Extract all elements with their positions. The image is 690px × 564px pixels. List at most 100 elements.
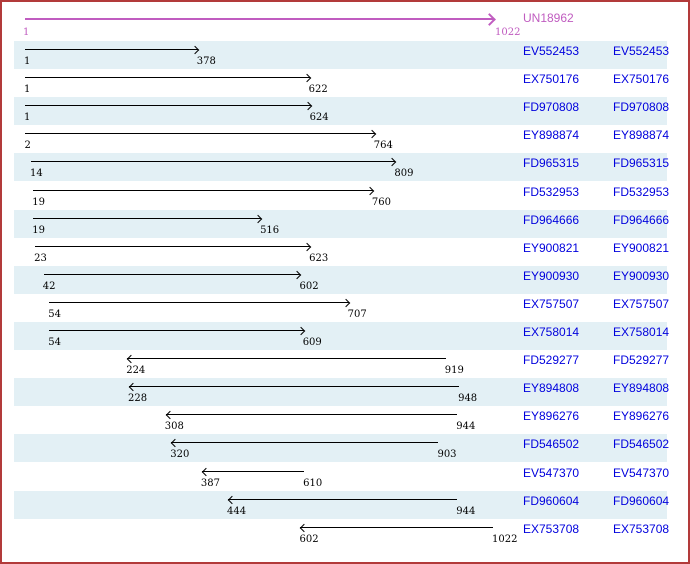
read-alignment-arrow[interactable]: [300, 526, 493, 528]
read-row: 320 903 FD546502 FD546502: [2, 434, 688, 463]
read-start-coordinate: 2: [24, 140, 31, 152]
read-accession-link[interactable]: EY898874: [613, 128, 670, 143]
read-accession-link[interactable]: FD964666: [613, 212, 670, 227]
read-start-coordinate: 602: [299, 533, 319, 545]
read-accession-link[interactable]: FD546502: [613, 437, 670, 452]
read-accession-link[interactable]: EX753708: [523, 521, 580, 536]
read-accession-link[interactable]: EX758014: [523, 325, 580, 339]
read-alignment-arrow[interactable]: [165, 414, 458, 416]
read-accession-link[interactable]: EX758014: [613, 325, 670, 339]
read-accession-link[interactable]: EY896276: [523, 409, 580, 424]
read-row: 387 610 EV547370 EV547370: [2, 463, 688, 491]
read-alignment-arrow[interactable]: [25, 133, 375, 135]
read-end-coordinate: 944: [456, 421, 476, 433]
read-row: 54 707 EX757507 EX757507: [2, 294, 688, 322]
read-accession-link[interactable]: EY900821: [523, 240, 580, 255]
read-end-coordinate: 948: [458, 393, 478, 405]
read-row: 1 624 FD970808 FD970808: [2, 97, 688, 126]
read-alignment-arrow[interactable]: [25, 77, 310, 79]
arrowhead-right-icon: [302, 73, 311, 83]
read-accession-link[interactable]: EV552453: [523, 44, 580, 58]
read-start-coordinate: 54: [48, 337, 62, 348]
read-accession-link[interactable]: FD970808: [613, 100, 670, 115]
read-accession-link[interactable]: EX757507: [613, 296, 670, 311]
read-row: 19 516 FD964666 FD964666: [2, 209, 688, 238]
arrowhead-left-icon: [165, 411, 174, 420]
read-row: 14 809 FD965315 FD965315: [2, 153, 688, 182]
read-alignment-arrow[interactable]: [129, 386, 460, 388]
read-accession-link[interactable]: EY900821: [613, 240, 670, 255]
read-row: 602 1022 EX753708 EX753708: [2, 519, 688, 547]
read-row: 2 764 EY898874 EY898874: [2, 125, 688, 153]
read-accession-link[interactable]: EV547370: [613, 465, 670, 480]
read-alignment-arrow[interactable]: [127, 358, 446, 360]
read-accession-link[interactable]: EY896276: [613, 409, 670, 424]
read-accession-link[interactable]: EX757507: [523, 296, 580, 311]
read-row: 224 919 FD529277 FD529277: [2, 350, 688, 378]
read-accession-link[interactable]: EY894808: [613, 381, 670, 396]
read-accession-link[interactable]: EX753708: [613, 521, 670, 536]
read-alignment-arrow[interactable]: [33, 189, 373, 191]
read-end-coordinate: 622: [308, 84, 328, 96]
read-alignment-arrow[interactable]: [30, 161, 396, 163]
read-end-coordinate: 602: [299, 280, 319, 292]
read-end-coordinate: 903: [437, 449, 457, 461]
reference-arrowhead-icon: [483, 13, 496, 26]
read-alignment-arrow[interactable]: [35, 245, 311, 247]
read-alignment-arrow[interactable]: [228, 498, 458, 500]
read-accession-link[interactable]: FD532953: [523, 184, 580, 199]
read-accession-link[interactable]: FD965315: [523, 156, 580, 171]
read-row: 444 944 FD960604 FD960604: [2, 490, 688, 519]
read-start-coordinate: 23: [34, 252, 47, 264]
read-accession-link[interactable]: EV547370: [523, 465, 580, 480]
read-end-coordinate: 609: [302, 337, 322, 348]
read-end-coordinate: 764: [373, 140, 393, 152]
read-accession-link[interactable]: EV552453: [613, 44, 670, 58]
read-start-coordinate: 228: [128, 393, 148, 405]
read-alignment-arrow[interactable]: [43, 273, 301, 275]
read-accession-link[interactable]: EY894808: [523, 381, 580, 396]
read-accession-link[interactable]: EX750176: [523, 72, 580, 87]
read-accession-link[interactable]: FD970808: [523, 100, 580, 115]
read-end-coordinate: 610: [303, 477, 323, 489]
read-accession-link[interactable]: FD529277: [613, 353, 670, 368]
reference-end-coordinate: 1022: [495, 27, 521, 38]
read-accession-link[interactable]: FD964666: [523, 212, 580, 227]
reference-arrow[interactable]: [25, 18, 493, 20]
read-alignment-arrow[interactable]: [25, 49, 198, 50]
row-stripe: [14, 209, 667, 238]
read-start-coordinate: 19: [32, 224, 45, 236]
read-start-coordinate: 14: [29, 168, 43, 180]
read-row: 1 622 EX750176 EX750176: [2, 69, 688, 97]
reference-row: 1 1022 UN18962: [2, 2, 688, 41]
read-end-coordinate: 516: [260, 224, 280, 236]
read-accession-link[interactable]: EY900930: [523, 268, 580, 283]
row-stripe: [14, 153, 667, 182]
read-accession-link[interactable]: FD529277: [523, 353, 580, 368]
read-start-coordinate: 387: [200, 477, 221, 489]
read-row: 42 602 EY900930 EY900930: [2, 265, 688, 294]
read-row: 1 378 EV552453 EV552453: [2, 41, 688, 70]
row-stripe: [14, 378, 667, 407]
read-accession-link[interactable]: FD960604: [523, 493, 580, 508]
arrowhead-right-icon: [367, 130, 376, 139]
read-accession-link[interactable]: FD965315: [613, 156, 670, 171]
read-start-coordinate: 444: [227, 505, 247, 517]
read-alignment-arrow[interactable]: [171, 442, 439, 444]
read-accession-link[interactable]: FD546502: [523, 437, 580, 452]
read-row: 54 609 EX758014 EX758014: [2, 322, 688, 351]
read-alignment-arrow[interactable]: [49, 301, 349, 303]
read-accession-link[interactable]: EY900930: [613, 268, 670, 283]
read-alignment-arrow[interactable]: [49, 330, 304, 331]
read-accession-link[interactable]: EY898874: [523, 128, 580, 143]
read-accession-link[interactable]: FD960604: [613, 493, 670, 508]
read-accession-link[interactable]: EX750176: [613, 72, 670, 87]
read-row: 23 623 EY900821 EY900821: [2, 238, 688, 266]
read-alignment-arrow[interactable]: [201, 470, 305, 472]
row-stripe: [14, 41, 667, 70]
read-alignment-arrow[interactable]: [33, 217, 262, 219]
read-start-coordinate: 19: [32, 196, 45, 208]
read-accession-link[interactable]: FD532953: [613, 184, 670, 199]
read-alignment-arrow[interactable]: [25, 105, 311, 107]
